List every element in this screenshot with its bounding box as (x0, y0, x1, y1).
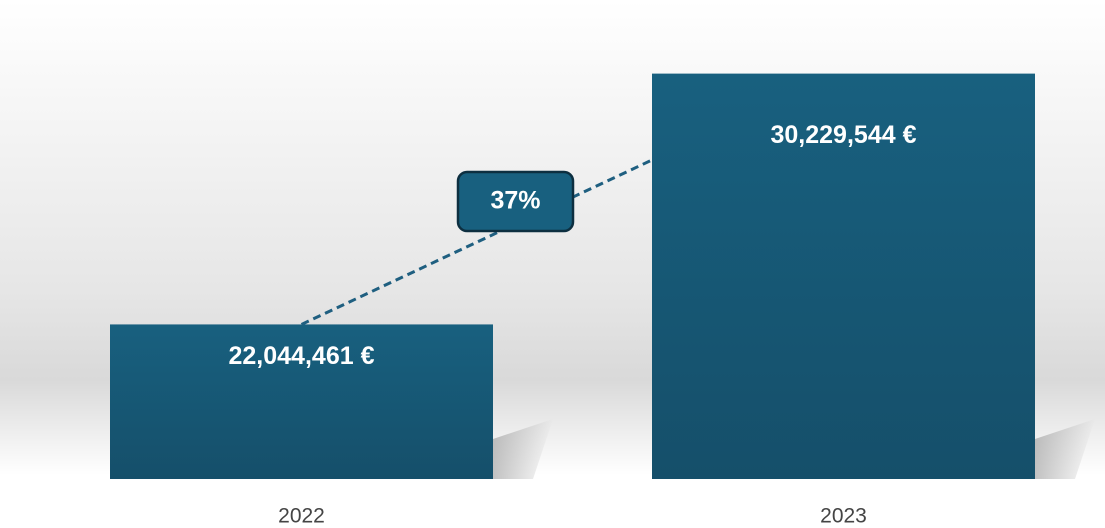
annotation: 37% (490, 187, 540, 215)
value-label: 30,229,544 € (771, 121, 917, 149)
x-tick-label: 2023 (820, 505, 867, 528)
bar (652, 73, 1035, 479)
x-tick-label: 2022 (278, 505, 325, 528)
value-label: 22,044,461 € (229, 342, 375, 370)
bar-shadow (1035, 419, 1095, 479)
bar-shadow (493, 419, 553, 479)
bar (110, 324, 493, 479)
annotation-box (456, 170, 575, 233)
